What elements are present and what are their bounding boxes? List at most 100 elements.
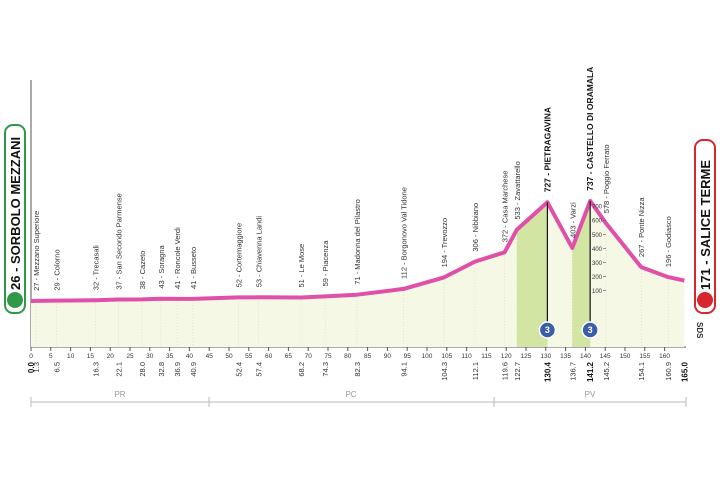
x-tick-label: 55 (245, 353, 253, 360)
distance-label: 104.3 (440, 362, 449, 381)
distance-label: 52.4 (235, 362, 244, 377)
waypoint-label: 32 - Trecasali (92, 245, 101, 290)
waypoint-label: 578 - Poggio Ferrato (602, 144, 611, 213)
x-tick-label: 65 (285, 353, 293, 360)
x-tick-label: 155 (639, 353, 650, 360)
x-tick-label: 150 (620, 353, 631, 360)
x-tick-label: 100 (422, 353, 433, 360)
distance-label: 74.3 (321, 362, 330, 377)
distance-label: 154.1 (637, 362, 646, 381)
region-label: PC (345, 390, 356, 399)
x-tick-label: 130 (540, 353, 551, 360)
waypoint-label: 53 - Chiavenna Landi (254, 216, 263, 288)
region-label: PV (585, 390, 596, 399)
waypoint-label: 533 - Zavattarello (513, 161, 522, 219)
waypoint-label: 194 - Trevozzo (440, 218, 449, 268)
x-tick-label: 110 (461, 353, 472, 360)
distance-label: 112.1 (471, 362, 480, 380)
climb-category: 3 (545, 325, 550, 335)
x-tick-label: 125 (521, 353, 532, 360)
waypoint-label: 51 - Le Mose (297, 244, 306, 288)
start-label: 26 - SORBOLO MEZZANI (8, 137, 23, 290)
waypoint-label: 372 - Casa Marchese (501, 171, 510, 243)
profile-line (30, 198, 685, 304)
distance-label: 130.4 (543, 361, 552, 382)
distance-label: 40.9 (189, 362, 198, 377)
distance-label: 0.0 (27, 361, 36, 373)
x-tick-label: 90 (384, 353, 392, 360)
distance-label: 6.5 (53, 362, 62, 372)
waypoint-label: 196 - Godiasco (664, 216, 673, 267)
distance-label: 36.9 (173, 362, 182, 377)
x-tick-label: 135 (560, 353, 571, 360)
distance-label: 165.0 (680, 361, 689, 382)
waypoint-label: 112 - Borgonovo Val Tidone (400, 187, 409, 279)
x-tick-label: 105 (441, 353, 452, 360)
distance-label: 82.3 (353, 362, 362, 377)
x-tick-label: 15 (87, 353, 95, 360)
distance-label: 16.3 (92, 362, 101, 377)
waypoint-label: 52 - Cortemaggiore (235, 223, 244, 288)
x-tick-label: 145 (600, 353, 611, 360)
distance-label: 68.2 (297, 362, 306, 377)
distance-label: 145.2 (602, 362, 611, 381)
waypoint-label: 29 - Colorno (53, 249, 62, 290)
y-tick-label: 600 (592, 219, 603, 225)
x-tick-label: 40 (186, 353, 194, 360)
x-tick-label: 35 (166, 353, 174, 360)
x-tick-label: 115 (481, 353, 492, 360)
finish-icon (697, 292, 713, 308)
x-tick-label: 5 (49, 353, 53, 360)
start-icon (7, 292, 23, 308)
finish-label: 171 - SALICE TERME (698, 160, 713, 290)
y-tick-label: 500 (592, 233, 603, 239)
distance-label: 32.8 (157, 362, 166, 377)
distance-label: 141.2 (586, 361, 595, 382)
waypoint-label: 267 - Ponte Nizza (637, 197, 646, 257)
waypoint-label: 43 - Soragna (157, 244, 166, 288)
distance-label: 1.3 (32, 362, 41, 372)
distance-label: 94.1 (400, 362, 409, 377)
distance-label: 57.4 (254, 362, 263, 377)
waypoint-label: 59 - Piacenza (321, 240, 330, 287)
waypoint-label: 41 - Busseto (189, 247, 198, 289)
x-tick-label: 60 (265, 353, 273, 360)
y-tick-label: 700 (592, 205, 603, 211)
x-tick-label: 160 (659, 353, 670, 360)
distance-label: 22.1 (115, 362, 124, 377)
waypoint-label: 38 - Cazeto (138, 251, 147, 290)
waypoint-label: 306 - Nibbiano (471, 203, 480, 252)
distance-label: 122.7 (513, 362, 522, 381)
waypoint-label: 737 - CASTELLO DI ORAMALA (585, 67, 595, 191)
start-box (4, 124, 26, 314)
x-tick-label: 25 (126, 353, 134, 360)
y-tick-label: 400 (592, 247, 603, 253)
distance-label: 160.9 (664, 362, 673, 381)
x-tick-label: 70 (305, 353, 313, 360)
x-tick-label: 80 (344, 353, 352, 360)
x-tick-label: 75 (324, 353, 332, 360)
y-tick-label: 200 (592, 275, 603, 281)
x-tick-label: 140 (580, 353, 591, 360)
y-tick-label: 300 (592, 261, 603, 267)
waypoint-label: 403 - Varzi (568, 202, 577, 238)
x-tick-label: 95 (404, 353, 412, 360)
waypoint-label: 27 - Mezzano Superiore (32, 211, 41, 291)
x-tick-label: 10 (67, 353, 75, 360)
waypoint-label: 37 - San Secondo Parmense (115, 193, 124, 289)
credit: SDS (695, 322, 704, 339)
region-label: PR (114, 390, 125, 399)
x-tick-label: 50 (225, 353, 233, 360)
x-tick-label: 85 (364, 353, 372, 360)
x-tick-label: 30 (146, 353, 154, 360)
waypoint-label: 41 - Roncole Verdi (173, 227, 182, 289)
x-tick-label: 0 (29, 353, 33, 360)
waypoint-label: 727 - PIETRAGAVINA (542, 107, 552, 192)
waypoint-label: 71 - Madonna del Pilastro (353, 199, 362, 284)
climb-badge (538, 321, 557, 339)
x-tick-label: 45 (206, 353, 214, 360)
distance-label: 28.0 (138, 362, 147, 377)
climb-category: 3 (588, 325, 593, 335)
climb-shade (516, 202, 548, 347)
distance-label: 119.6 (501, 362, 510, 380)
